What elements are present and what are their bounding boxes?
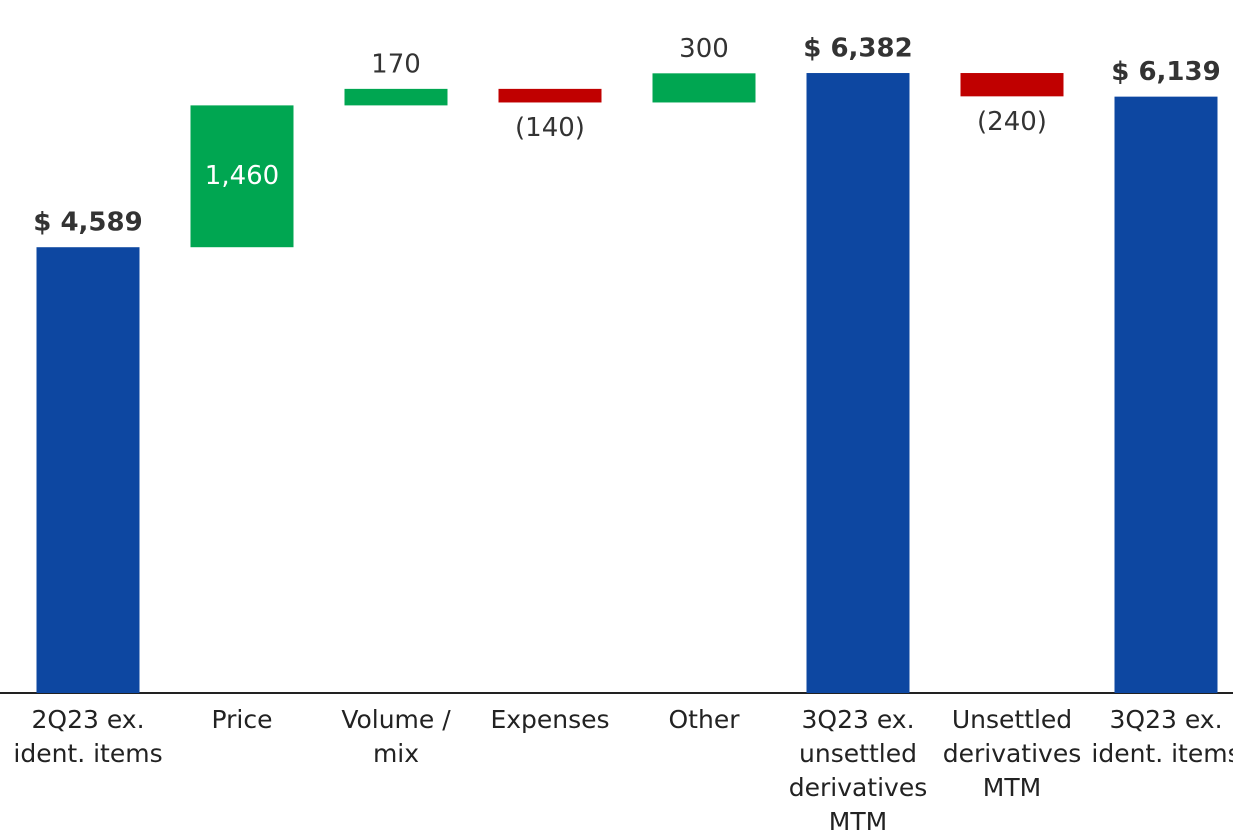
x-tick-label: 3Q23 ex. ident. items xyxy=(1091,705,1233,768)
bar xyxy=(1114,96,1218,693)
bar xyxy=(652,73,756,103)
bar xyxy=(960,73,1064,97)
value-label: 300 xyxy=(679,34,729,64)
x-tick-label: Volume / mix xyxy=(341,705,451,768)
value-label: (140) xyxy=(515,113,585,143)
bar xyxy=(806,73,910,693)
value-label: $ 6,139 xyxy=(1111,57,1220,87)
x-tick-label: 3Q23 ex. unsettled derivatives MTM xyxy=(788,705,928,836)
x-tick-label: Expenses xyxy=(490,705,610,734)
value-label: (240) xyxy=(977,107,1047,137)
x-tick-label: Other xyxy=(668,705,740,734)
value-label: $ 4,589 xyxy=(33,208,142,238)
value-label: $ 6,382 xyxy=(803,34,912,64)
x-tick-label: Unsettled derivatives MTM xyxy=(942,705,1082,802)
bar xyxy=(498,88,602,103)
bar xyxy=(36,247,140,693)
bar xyxy=(344,88,448,106)
x-tick-label: 2Q23 ex. ident. items xyxy=(13,705,163,768)
value-label: 1,460 xyxy=(205,161,279,191)
value-label: 170 xyxy=(371,49,421,79)
bar xyxy=(190,105,294,248)
x-tick-label: Price xyxy=(211,705,273,734)
